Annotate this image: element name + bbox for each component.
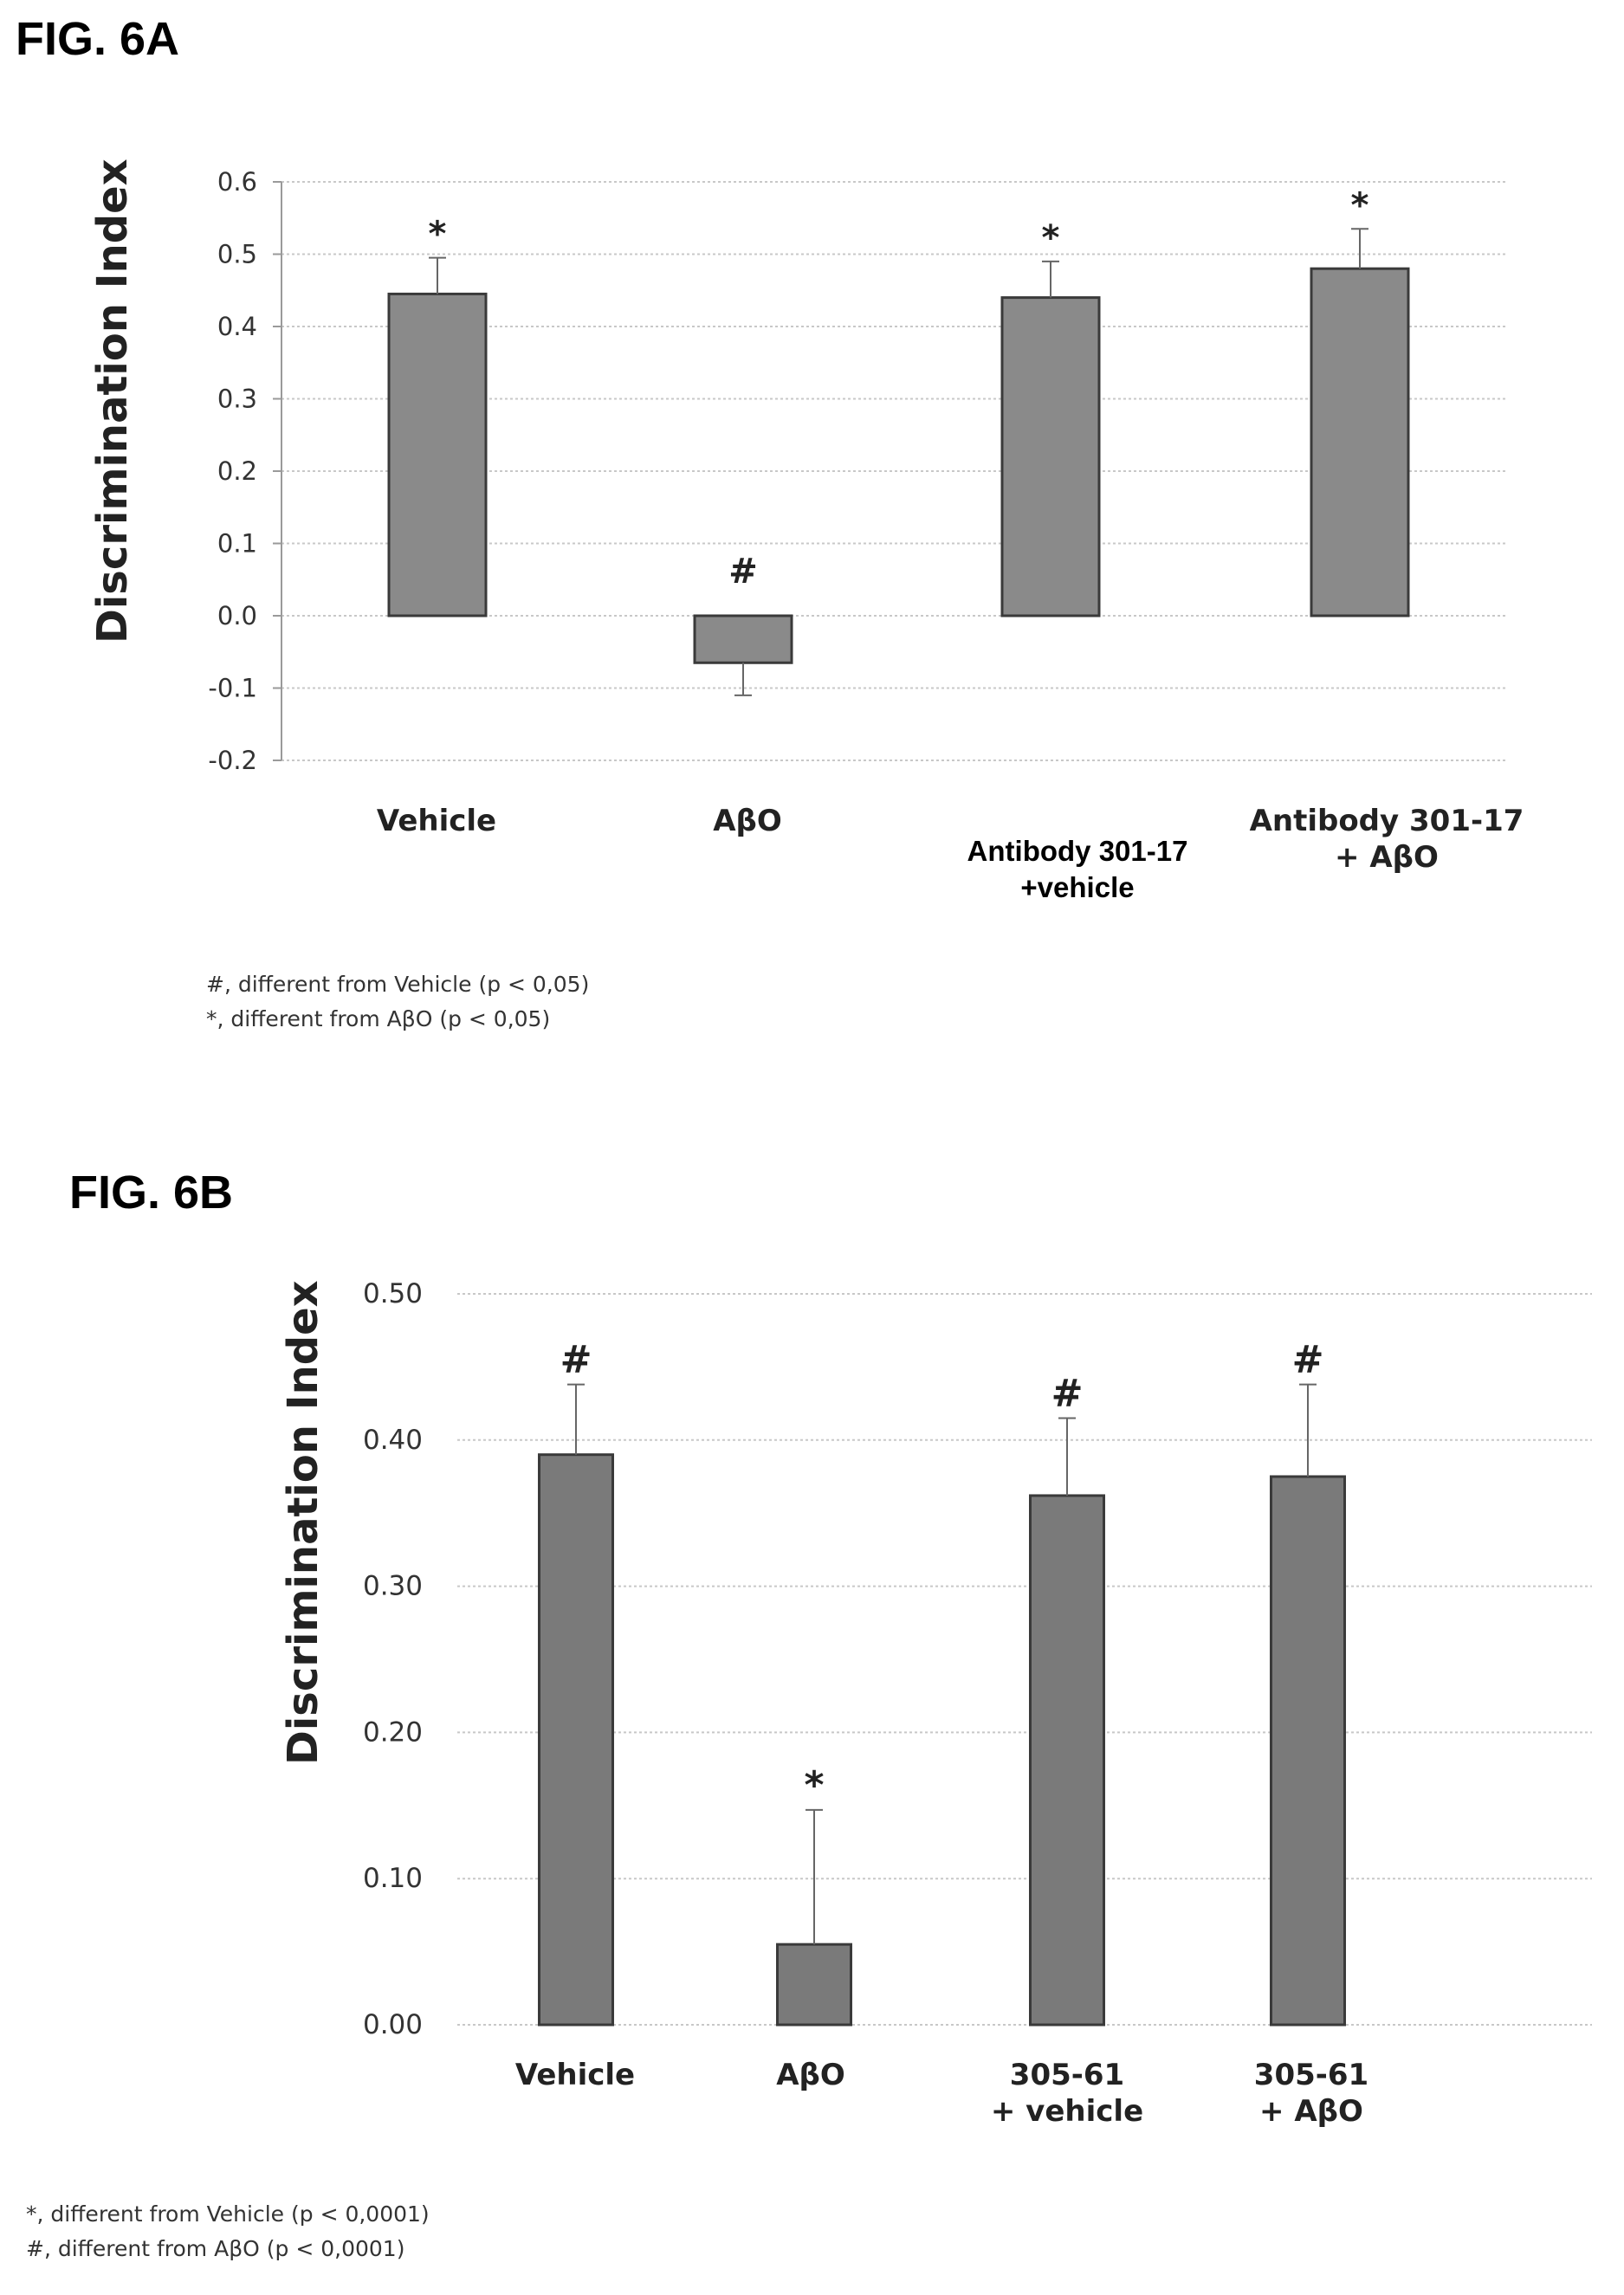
y-tick-label: 0.20 xyxy=(363,1716,423,1748)
y-tick-label: 0.6 xyxy=(217,167,257,197)
footnote-6a-1: #, different from Vehicle (p < 0,05) xyxy=(206,972,590,997)
footnote-6b-2: #, different from AβO (p < 0,0001) xyxy=(26,2236,405,2261)
category-label-6b-1: Vehicle xyxy=(514,2058,636,2092)
significance-marker: # xyxy=(1051,1371,1084,1415)
significance-marker: * xyxy=(804,1763,824,1807)
bar xyxy=(776,1943,852,2027)
y-tick-label: 0.50 xyxy=(363,1278,423,1309)
y-tick-label: 0.00 xyxy=(363,2009,423,2040)
y-tick-label: 0.0 xyxy=(217,601,257,630)
figure-label-6b: FIG. 6B xyxy=(69,1167,234,1219)
figure-label-6a: FIG. 6A xyxy=(16,13,180,65)
significance-marker: # xyxy=(728,552,758,592)
chart-6a: -0.2 -0.1 0.0 0.1 0.2 0.3 0.4 0.5 0.6 * # * * xyxy=(208,167,1507,775)
category-label-6b-2: AβO xyxy=(776,2058,845,2092)
bar xyxy=(1310,267,1410,617)
significance-marker: # xyxy=(1292,1338,1324,1382)
significance-marker: * xyxy=(1351,185,1369,225)
y-tick-label: 0.5 xyxy=(217,240,257,269)
y-tick-label: -0.2 xyxy=(208,746,257,775)
y-tick-label: 0.1 xyxy=(217,529,257,559)
category-label-6a-3: Antibody 301-17 +vehicle xyxy=(967,835,1188,903)
significance-marker: * xyxy=(1042,218,1060,258)
footnote-6a-2: *, different from AβO (p < 0,05) xyxy=(206,1006,551,1031)
y-tick-label: -0.1 xyxy=(208,674,257,703)
y-tick-label: 0.10 xyxy=(363,1863,423,1894)
y-tick-label: 0.30 xyxy=(363,1571,423,1602)
y-tick-label: 0.40 xyxy=(363,1425,423,1456)
category-label-6a-4: Antibody 301-17 + AβO xyxy=(1249,804,1524,875)
significance-marker: * xyxy=(429,215,447,255)
bar xyxy=(538,1453,614,2027)
category-label-6b-3: 305-61 + vehicle xyxy=(990,2058,1144,2129)
bar xyxy=(1029,1494,1105,2027)
y-tick-label: 0.4 xyxy=(217,312,257,341)
y-tick-label: 0.2 xyxy=(217,456,257,486)
category-label-6a-2: AβO xyxy=(713,804,782,838)
bar xyxy=(1270,1475,1346,2027)
category-label-6b-4: 305-61 + AβO xyxy=(1253,2058,1369,2129)
bar xyxy=(693,614,793,664)
category-label-6a-1: Vehicle xyxy=(376,804,497,838)
y-tick-label: 0.3 xyxy=(217,385,257,414)
significance-marker: # xyxy=(560,1338,592,1382)
footnote-6b-1: *, different from Vehicle (p < 0,0001) xyxy=(26,2201,430,2227)
